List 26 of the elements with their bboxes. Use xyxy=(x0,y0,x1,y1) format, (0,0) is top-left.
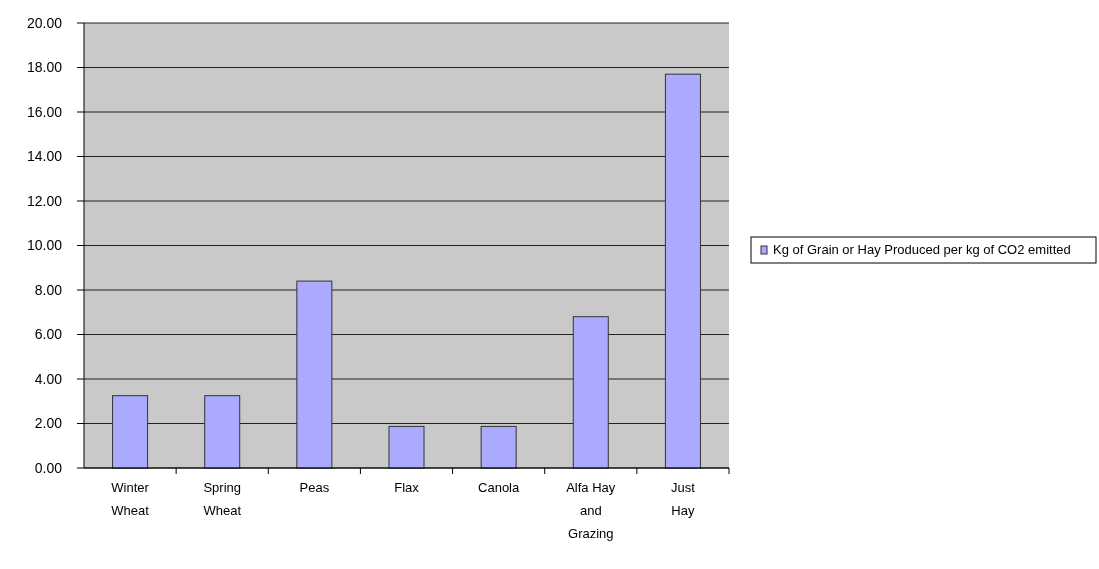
bar xyxy=(388,425,425,469)
y-tick-label: 14.00 xyxy=(26,148,63,165)
bar xyxy=(664,73,701,469)
x-tick-label: Alfa Hay and Grazing xyxy=(566,480,616,541)
y-tick-label: 0.00 xyxy=(34,459,63,476)
bar xyxy=(480,425,517,469)
y-tick-label: 18.00 xyxy=(26,59,63,76)
bar xyxy=(112,395,149,469)
x-tick-label: Flax xyxy=(394,480,420,495)
y-tick-label: 16.00 xyxy=(26,103,63,120)
x-tick-label: Canola xyxy=(478,480,521,495)
y-tick-label: 6.00 xyxy=(34,326,63,343)
bar xyxy=(204,395,241,469)
legend-label: Kg of Grain or Hay Produced per kg of CO2 emitted xyxy=(773,242,1071,257)
bar xyxy=(296,280,333,469)
x-tick-label: Peas xyxy=(299,480,330,495)
y-tick-label: 10.00 xyxy=(26,237,63,254)
y-tick-label: 2.00 xyxy=(34,415,63,432)
x-tick-label: Spring Wheat xyxy=(203,480,242,518)
x-tick-label: Winter Wheat xyxy=(111,480,150,518)
x-tick-label: Just Hay xyxy=(671,480,696,518)
y-tick-label: 20.00 xyxy=(26,14,63,31)
y-tick-label: 8.00 xyxy=(34,281,63,298)
y-tick-label: 4.00 xyxy=(34,370,63,387)
bar xyxy=(572,316,609,469)
y-tick-label: 12.00 xyxy=(26,192,63,209)
